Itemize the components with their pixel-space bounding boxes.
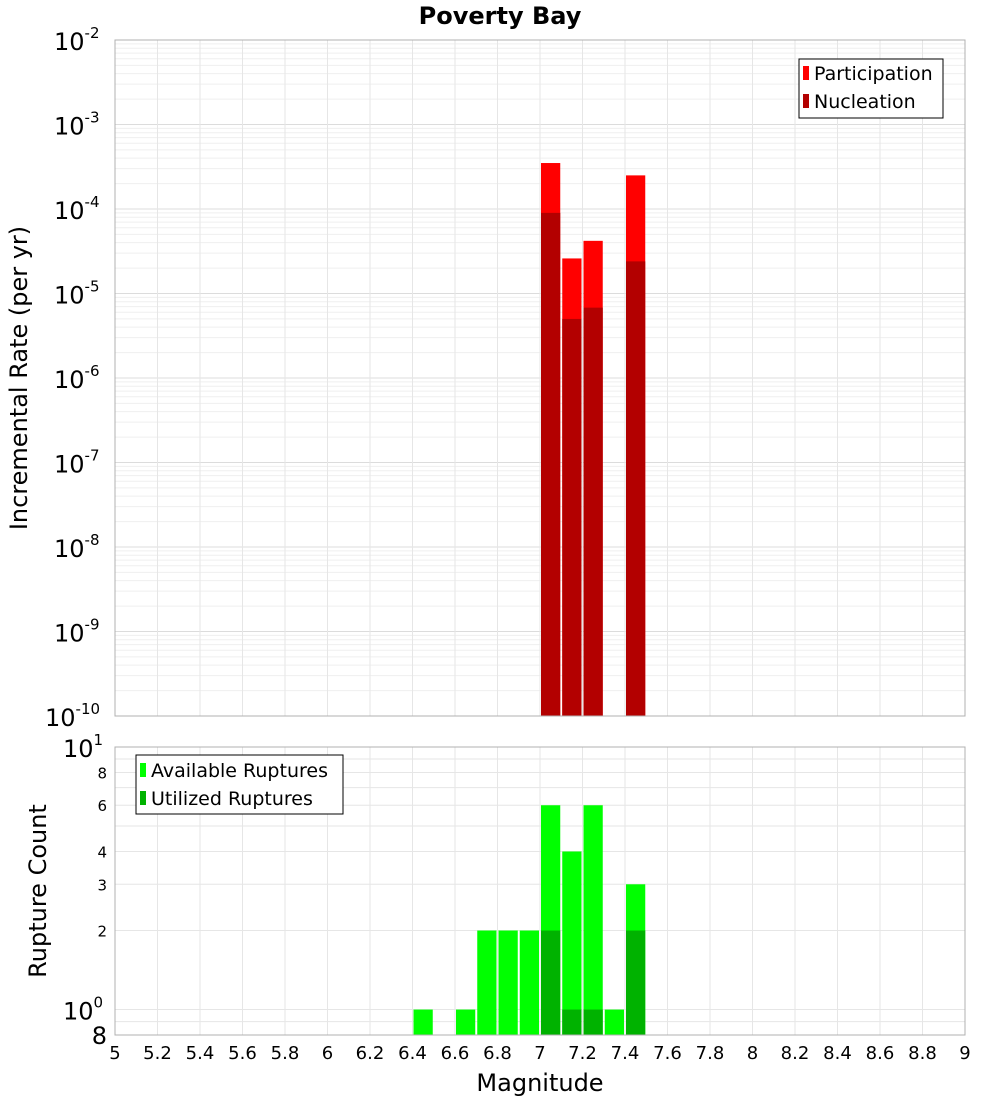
bottom-y-tick-label: 2 [97,923,107,941]
top-y-tick-label: 10-8 [54,531,100,563]
bottom-plot: 101 100 2 3 4 6 8 8 5 5.2 5.4 5.6 5.8 6 6.2 6.4 6.6 6.8 7… [24,731,971,1097]
legend-label-available: Available Ruptures [151,760,328,782]
top-bars [541,163,646,716]
top-grid [114,39,966,717]
x-tick-label: 7.2 [568,1043,597,1064]
top-plot: 10-10 10-9 10-8 10-7 10-6 10-5 10-4 10-3 10-2 In… [5,24,966,732]
top-plot-border [114,39,966,717]
x-tick-label: 5.6 [228,1043,257,1064]
bottom-bars [413,805,646,1035]
bottom-legend: Available Ruptures Utilized Ruptures [135,754,344,815]
nucleation-bar [562,318,582,716]
legend-label-nucleation: Nucleation [814,91,916,113]
x-tick-label: 7 [534,1043,545,1064]
x-tick-label: 6.6 [441,1043,470,1064]
bottom-y-tick-label: 3 [97,876,107,894]
x-axis-label: Magnitude [476,1069,603,1097]
bottom-y-tick-label: 8 [92,1022,107,1050]
legend-swatch-participation [803,66,809,80]
bottom-y-tick-label: 100 [63,994,103,1026]
top-legend: Participation Nucleation [798,58,944,119]
top-y-axis-label: Incremental Rate (per yr) [5,226,33,530]
x-tick-label: 5 [109,1043,120,1064]
x-tick-label: 8.2 [781,1043,810,1064]
chart-title: Poverty Bay [419,2,582,30]
legend-swatch-utilized [140,791,146,805]
x-tick-label: 7.4 [611,1043,640,1064]
x-tick-label: 6 [322,1043,333,1064]
utilized-ruptures-bar [626,930,646,1035]
x-tick-label: 8.8 [908,1043,937,1064]
x-tick-label: 7.6 [653,1043,682,1064]
top-y-tick-label: 10-6 [54,362,100,394]
top-y-tick-label: 10-3 [54,109,100,141]
bottom-y-ticks: 101 100 2 3 4 6 8 8 [63,731,107,1050]
bottom-plot-border [114,746,966,1036]
legend-label-participation: Participation [814,63,933,85]
bottom-y-tick-label: 6 [97,797,107,815]
x-tick-label: 8 [747,1043,758,1064]
available-ruptures-bar [456,1009,476,1035]
available-ruptures-bar [562,851,582,1035]
bottom-legend-box [135,754,344,815]
top-y-tick-label: 10-10 [45,700,100,732]
x-ticks: 5 5.2 5.4 5.6 5.8 6 6.2 6.4 6.6 6.8 7 7.2 7.4 7.6 7.8 8… [109,1043,970,1064]
top-y-tick-label: 10-7 [54,447,100,479]
x-tick-label: 8.4 [823,1043,852,1064]
top-y-tick-label: 10-2 [54,24,100,56]
available-ruptures-bar [583,805,603,1035]
available-ruptures-bar [604,1009,624,1035]
available-ruptures-bar [477,930,497,1035]
x-tick-label: 6.2 [356,1043,385,1064]
x-tick-label: 9 [959,1043,970,1064]
x-tick-label: 6.8 [483,1043,512,1064]
x-tick-label: 5.8 [271,1043,300,1064]
nucleation-bar [626,261,646,716]
bottom-y-tick-label: 8 [97,764,107,782]
utilized-ruptures-bar [541,930,561,1035]
nucleation-bar [583,307,603,716]
x-tick-label: 8.6 [866,1043,895,1064]
top-y-tick-label: 10-5 [54,278,100,310]
legend-swatch-available [140,763,146,777]
top-y-tick-label: 10-9 [54,616,100,648]
legend-label-utilized: Utilized Ruptures [151,788,313,810]
available-ruptures-bar [519,930,539,1035]
x-tick-label: 7.8 [696,1043,725,1064]
bottom-y-axis-label: Rupture Count [24,804,52,978]
x-tick-label: 5.2 [143,1043,172,1064]
x-tick-label: 5.4 [186,1043,215,1064]
available-ruptures-bar [498,930,518,1035]
utilized-ruptures-bar [562,1009,582,1035]
nucleation-bar [541,212,561,716]
legend-swatch-nucleation [803,94,809,108]
available-ruptures-bar [413,1009,433,1035]
top-y-tick-label: 10-4 [54,193,100,225]
bottom-y-tick-label: 101 [63,731,103,763]
bottom-y-tick-label: 4 [97,843,107,861]
utilized-ruptures-bar [583,1009,603,1035]
x-tick-label: 6.4 [398,1043,427,1064]
top-legend-box [798,58,944,119]
top-y-ticks: 10-10 10-9 10-8 10-7 10-6 10-5 10-4 10-3 10-2 [45,24,100,732]
